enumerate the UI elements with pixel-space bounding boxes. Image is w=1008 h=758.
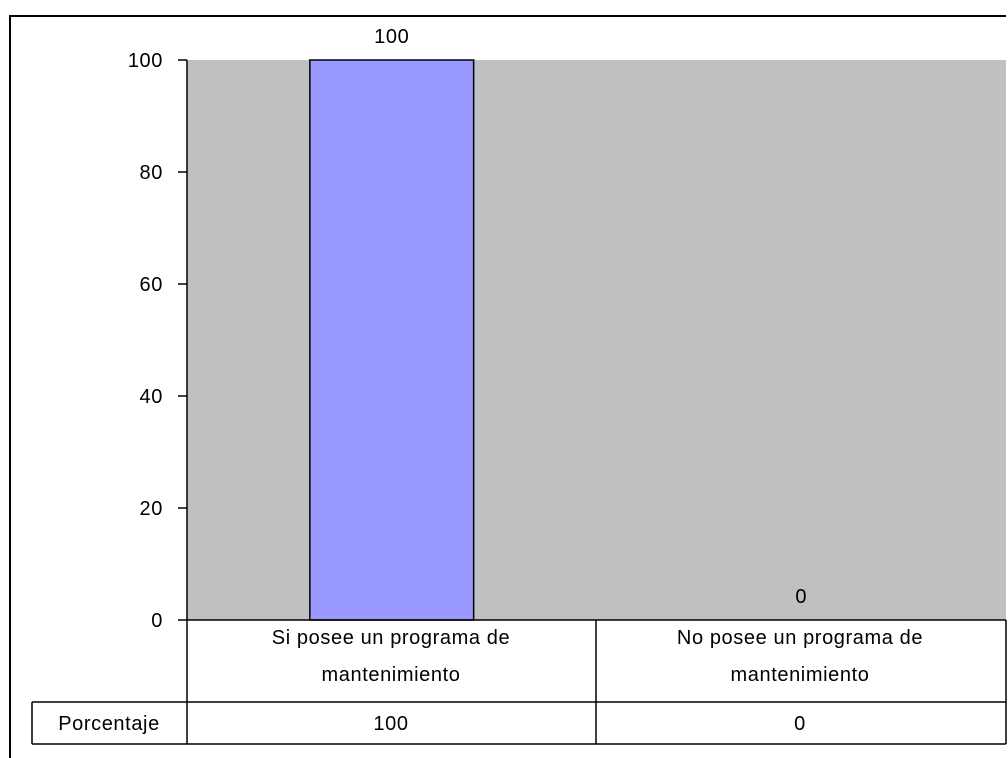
chart-frame	[9, 15, 1006, 758]
category-label-no-line1: No posee un programa de	[677, 627, 923, 649]
y-tick-label: 60	[140, 274, 163, 296]
y-tick-label: 20	[140, 498, 163, 520]
data-label: 100	[374, 26, 409, 48]
data-labels: 100 0	[374, 26, 807, 608]
y-tick-label: 40	[140, 386, 163, 408]
bar	[309, 59, 475, 621]
table-cell-si: 100	[373, 713, 408, 735]
y-tick-label: 80	[140, 162, 163, 184]
category-label-si-line1: Si posee un programa de	[272, 627, 510, 649]
y-tick-label: 0	[151, 610, 163, 632]
table-row-label: Porcentaje	[58, 713, 160, 735]
category-label-no-line2: mantenimiento	[731, 664, 870, 686]
bars	[309, 59, 475, 621]
table-cell-no: 0	[794, 713, 806, 735]
y-axis-ticks: 0 20 40 60 80 100	[128, 50, 187, 632]
category-label-si-line2: mantenimiento	[322, 664, 461, 686]
y-tick-label: 100	[128, 50, 163, 72]
data-label: 0	[795, 586, 807, 608]
data-table: Si posee un programa de mantenimiento No…	[31, 619, 1007, 745]
